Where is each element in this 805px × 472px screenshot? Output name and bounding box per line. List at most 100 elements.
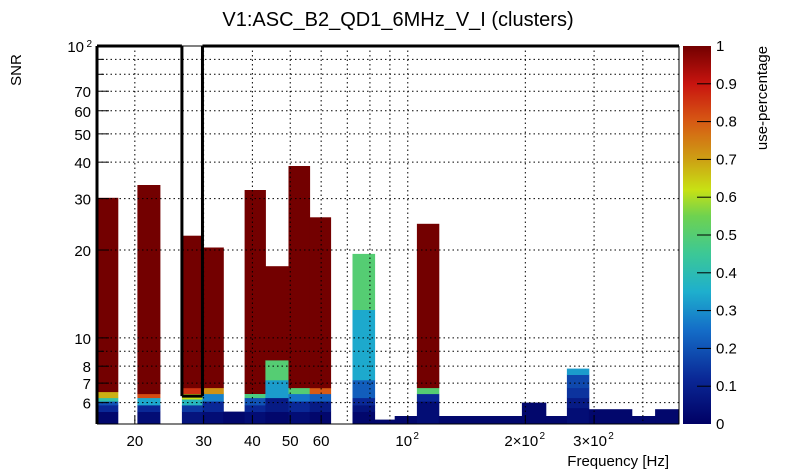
histogram-cell [288,393,311,402]
histogram-cell [545,416,568,425]
x-tick-exponent: 2 [413,431,419,442]
histogram-cell [202,401,224,412]
histogram-cell [265,397,289,412]
histogram-cell [566,374,590,389]
x-tick-exponent: 2 [540,431,546,442]
histogram-cell [244,393,266,399]
histogram-cell [352,309,376,381]
histogram-cell [265,266,289,361]
histogram-cell [137,405,161,412]
histogram-cell [394,416,418,425]
y-tick-label: 70 [74,84,91,101]
x-tick-exponent: 2 [608,431,614,442]
histogram-cell [288,166,311,389]
histogram-cell [202,393,224,402]
histogram-cell [137,411,161,425]
histogram-cell [309,411,332,425]
histogram-cell [202,247,224,389]
x-tick-label: 2×10 [504,433,538,450]
histogram-cell [374,419,396,425]
histogram-cell [566,368,590,375]
histogram-cell [309,393,332,402]
histogram-cell [223,411,245,425]
x-tick-label: 3×10 [573,433,607,450]
grid-layer [97,45,679,424]
plot-frame [95,44,680,425]
histogram-cell [309,401,332,412]
histogram-cell [244,190,266,394]
histogram-cell [352,405,376,412]
histogram-cell [588,409,633,425]
histogram-cell [265,379,289,399]
histogram-cell [244,405,266,412]
colorbar-tick-label: 0.6 [716,189,737,206]
histogram-cell [309,217,332,389]
x-tick-label: 30 [195,433,212,450]
histogram-cell [181,387,203,395]
y-tick-label: 8 [83,359,91,376]
histogram-cell [137,393,161,399]
histogram-cell [288,401,311,412]
histogram-cell [97,197,119,393]
histogram-cell [288,387,311,395]
histogram-cell [181,405,203,412]
histogram-cell [566,387,590,399]
colorbar-tick-label: 0.3 [716,303,737,320]
colorbar-label: use-percentage [754,46,771,150]
x-tick-label: 50 [282,433,299,450]
x-axis-ticks: 20 30 40 50 60 10 2 2×10 2 3×10 2 [126,416,614,450]
histogram-cell [244,411,266,425]
histogram-cell [416,393,440,402]
histogram-cell [181,411,203,425]
histogram-cell [566,397,590,409]
histogram-cell [265,411,289,425]
colorbar-ticks: 0 0.1 0.2 0.3 0.4 0.5 0.6 0.7 0.8 0.9 1 [697,38,737,433]
colorbar-tick-label: 0.8 [716,114,737,131]
histogram-cell [244,397,266,406]
histogram-cell [97,405,119,412]
histogram-cell [416,223,440,389]
histogram-cell [288,411,311,425]
colorbar-tick-label: 0.4 [716,265,737,282]
histogram-cell [352,397,376,406]
y-tick-label: 30 [74,192,91,209]
y-axis-label: SNR [8,54,25,86]
x-tick-label: 10 [395,433,412,450]
histogram-cell [631,416,656,425]
histogram-cell [97,401,119,406]
x-tick-label: 20 [126,433,143,450]
y-tick-label: 6 [83,396,91,413]
histogram-cell [97,391,119,399]
y-tick-label: 7 [83,376,91,393]
histogram-cell [521,402,547,425]
y-tick-label: 60 [74,104,91,121]
colorbar-tick-label: 0.7 [716,151,737,168]
histogram-cell [352,253,376,310]
histogram-cell [202,411,224,425]
histogram-cell [137,397,161,406]
histogram-cell [309,387,332,395]
colorbar-tick-label: 0.1 [716,378,737,395]
y-tick-label: 20 [74,243,91,260]
x-tick-label: 60 [313,433,330,450]
histogram-cell [416,401,440,425]
chart-title: V1:ASC_B2_QD1_6MHz_V_I (clusters) [222,9,573,31]
x-tick-label: 40 [244,433,261,450]
colorbar-tick-label: 0.5 [716,227,737,244]
x-axis-label: Frequency [Hz] [567,453,669,470]
histogram-cell [137,185,161,395]
histogram-cell [352,411,376,425]
y-tick-label: 10 [67,39,84,56]
bars-layer [97,166,680,425]
histogram-cell [566,407,590,425]
histogram-cell [416,387,440,395]
y-tick-exponent: 2 [86,39,92,50]
colorbar-tick-label: 0.9 [716,76,737,93]
colorbar-tick-label: 0 [716,416,724,433]
histogram-cell [202,387,224,395]
colorbar-tick-label: 0.2 [716,340,737,357]
y-tick-label: 40 [74,155,91,172]
histogram-cell [181,235,203,389]
colorbar-tick-label: 1 [716,38,724,55]
